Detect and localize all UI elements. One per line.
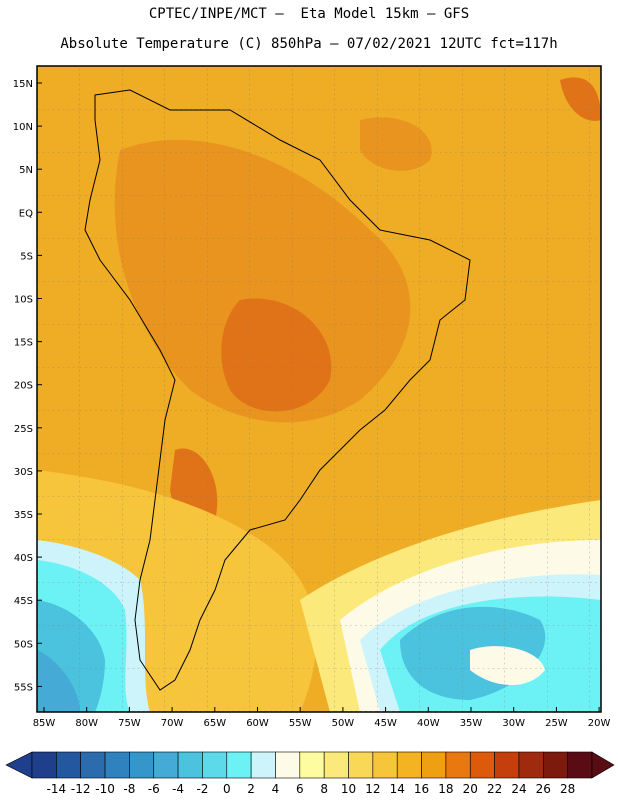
legend-label: 18 [438,782,453,796]
longitude-labels: 85W 80W 75W 70W 65W 60W 55W 50W 45W 40W 35W 30W 25W 2… [33,707,611,729]
map-subtitle: Absolute Temperature (C) 850hPa – 07/02/… [60,36,558,52]
legend-label: 16 [414,782,429,796]
lon-label: 80W [75,718,98,729]
legend-tick-labels: -14 -12 -10 -8 -6 -4 -2 0 2 4 6 8 10 12 14 16 18 20 22 24 26… [47,782,576,796]
legend-label: 0 [223,782,231,796]
legend-color-box [31,751,57,779]
lat-label: 5N [19,165,33,176]
lat-label: 40S [14,553,33,564]
lat-label: 10N [13,122,33,133]
lon-label: 45W [374,718,397,729]
legend-color-box [421,751,447,779]
latitude-labels: 15N 10N 5N EQ 5S 10S 15S 20S 25S 30S 35S 40S 45S 50S 5… [13,79,42,693]
legend-color-box [494,751,520,779]
legend-label: 6 [296,782,304,796]
lon-label: 50W [332,718,355,729]
lon-label: 35W [460,718,483,729]
legend-label: 22 [487,782,502,796]
legend-color-box [129,751,155,779]
legend-label: 10 [341,782,356,796]
legend-label: 2 [247,782,255,796]
legend-color-box [567,751,593,779]
lon-label: 65W [203,718,226,729]
legend-label: -4 [172,782,184,796]
legend-color-box [396,751,422,779]
lon-label: 70W [161,718,184,729]
legend-color-box [104,751,130,779]
continent-outline [84,89,471,691]
lon-label: 85W [33,718,56,729]
color-legend: -14 -12 -10 -8 -6 -4 -2 0 2 4 6 8 10 12 14 16 18 20 22 24 26… [5,751,615,796]
legend-color-box [445,751,471,779]
legend-color-box [543,751,568,779]
legend-label: 14 [390,782,405,796]
lat-label: 10S [14,295,33,306]
legend-label: -12 [71,782,91,796]
legend-color-boxes [5,751,615,779]
legend-label: -6 [148,782,160,796]
legend-color-box [177,751,203,779]
legend-label: 12 [365,782,380,796]
lat-label: EQ [19,208,33,219]
legend-color-box [299,751,325,779]
legend-color-box [469,751,495,779]
legend-label: -10 [95,782,115,796]
lat-label: 35S [14,510,33,521]
lat-label: 30S [14,467,33,478]
legend-min-arrow [5,751,33,779]
lon-label: 55W [289,718,312,729]
lat-label: 5S [20,251,33,262]
legend-color-box [348,751,374,779]
legend-color-box [226,751,252,779]
lat-label: 45S [14,596,33,607]
legend-color-box [323,751,349,779]
lat-label: 15N [13,79,33,90]
legend-max-arrow [591,751,615,779]
legend-label: -2 [196,782,208,796]
legend-label: 24 [511,782,526,796]
legend-color-box [518,751,544,779]
lat-label: 55S [14,682,33,693]
legend-label: 26 [536,782,551,796]
legend-label: 8 [320,782,328,796]
legend-label: 20 [463,782,478,796]
lat-label: 20S [14,381,33,392]
legend-color-box [56,751,81,779]
lon-label: 25W [545,718,568,729]
legend-label: 4 [272,782,280,796]
legend-color-box [275,751,301,779]
lon-label: 30W [502,718,525,729]
lat-label: 15S [14,338,33,349]
map-frame [36,65,602,713]
legend-label: -14 [47,782,67,796]
legend-label: -8 [123,782,135,796]
legend-color-box [372,751,398,779]
legend-color-box [153,751,179,779]
lon-label: 60W [246,718,269,729]
map-field [37,66,601,712]
legend-color-box [202,751,228,779]
lat-label: 50S [14,639,33,650]
lat-label: 25S [14,424,33,435]
legend-label: 28 [560,782,575,796]
lon-label: 40W [417,718,440,729]
legend-color-box [80,751,106,779]
lon-label: 20W [588,718,611,729]
map-title: CPTEC/INPE/MCT – Eta Model 15km – GFS [148,6,470,22]
lon-label: 75W [118,718,141,729]
legend-color-box [250,751,276,779]
